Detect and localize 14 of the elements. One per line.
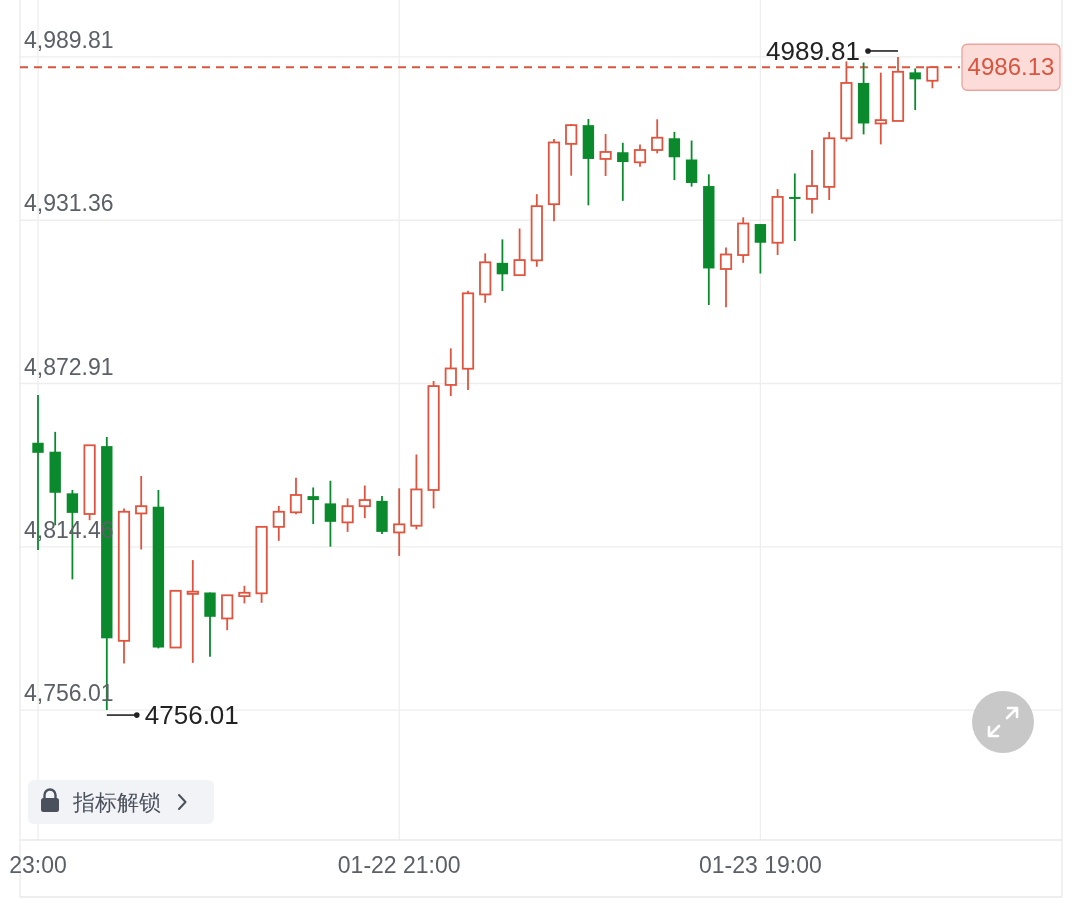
ref-label: 4986.13 <box>961 43 1061 91</box>
x-tick-label: 01-22 21:00 <box>337 852 461 878</box>
button: 指标解锁 <box>28 780 214 824</box>
annotation: 4756.01 <box>144 700 239 731</box>
annotation: 4989.81 <box>766 35 860 66</box>
x-tick-label: 23:00 <box>9 852 67 878</box>
ref-line-label: 4986.13 <box>967 53 1055 81</box>
y-tick-label: 4,872.91 <box>24 353 114 380</box>
x-tick-label: 01-23 19:00 <box>699 852 822 878</box>
y-tick-label: 4,989.81 <box>24 26 114 53</box>
extreme-label: 4756.01 <box>106 700 239 731</box>
extreme-label: 4989.81 <box>766 35 899 66</box>
y-tick-label: 4,931.36 <box>24 190 114 217</box>
annotation: 指标解锁 <box>72 790 161 815</box>
